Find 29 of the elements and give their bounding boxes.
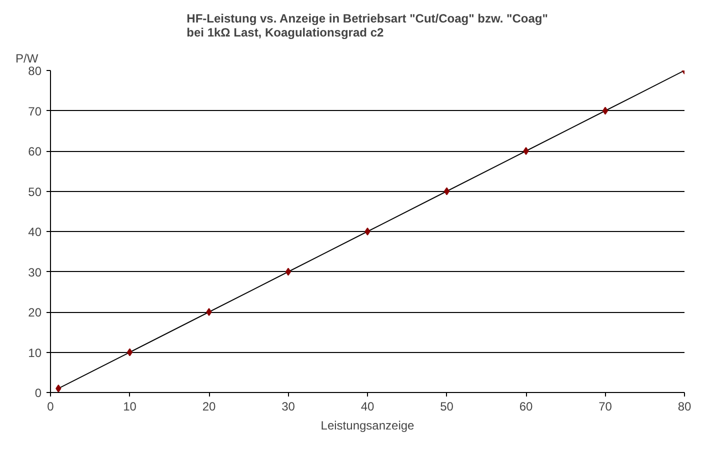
point	[602, 106, 608, 115]
y-axis-title: P/W	[16, 52, 39, 66]
y-tick-label: 50	[28, 184, 42, 199]
point	[206, 308, 212, 316]
x-tick-label: 50	[440, 400, 454, 414]
point	[285, 268, 292, 276]
point	[126, 348, 133, 356]
x-tick-label: 30	[282, 400, 296, 414]
x-tick-label: 70	[598, 400, 612, 414]
point	[364, 228, 370, 236]
y-tick-label: 10	[28, 346, 42, 360]
x-tick-label: 20	[202, 400, 216, 414]
y-tick-label: 20	[28, 306, 42, 320]
point	[444, 187, 450, 196]
x-tick-label: 80	[678, 400, 692, 414]
y-tick-label: 80	[28, 64, 42, 78]
chart-title: HF-Leistung vs. Anzeige in Betriebsart "Cut/Coag" bzw. "Coag" bei 1kΩ Last, Koagulationsgrad c2	[186, 12, 548, 40]
point	[523, 147, 529, 155]
x-tick-label: 40	[360, 400, 374, 414]
x-tick-label: 10	[123, 400, 137, 414]
y-tick-label: 40	[28, 225, 42, 239]
y-tick-label: 30	[28, 265, 42, 280]
x-tick-label: 0	[47, 400, 54, 414]
x-tick-label: 60	[519, 400, 533, 414]
point	[56, 384, 62, 392]
y-tick-label: 60	[28, 144, 42, 158]
y-tick-label: 0	[34, 386, 42, 400]
y-tick-label: 70	[28, 104, 42, 118]
x-axis-title: Leistungsanzeige	[320, 418, 415, 432]
